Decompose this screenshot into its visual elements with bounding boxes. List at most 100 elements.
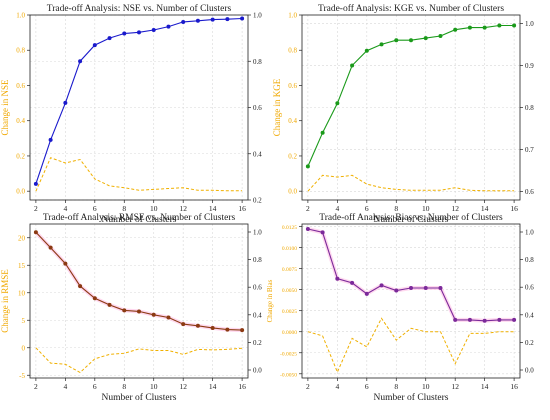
data-point [467,25,472,30]
data-point [92,296,97,301]
data-point [48,137,53,142]
data-point [379,283,384,288]
primary-series-glow [307,227,515,323]
y-tick-label-left: 0.0025 [282,309,297,315]
data-point [497,317,502,322]
y-tick-label-left: -0.0050 [280,372,297,378]
x-tick-label: 2 [306,382,310,391]
secondary-series-line [307,174,515,192]
left-y-ticks: 0.0 0.2 0.4 0.6 0.8 1.0 [16,12,30,196]
x-tick-label: 12 [451,204,459,213]
y-tick-label-right: 0.4 [253,150,262,158]
data-point [453,27,458,32]
data-point [33,230,38,235]
x-axis-label: Number of Clusters [102,214,177,225]
secondary-series-line [35,347,243,374]
y-tick-label-left: -0.0025 [280,351,297,357]
data-point [48,245,53,250]
y-tick-label-right: 0.9 [525,62,534,70]
data-point [394,38,399,43]
right-y-ticks: 0.0 0.2 0.4 0.6 0.8 1.0 [248,229,262,375]
data-point [33,181,38,186]
y-tick-label-left: 0.4 [288,117,297,125]
y-tick-label-left: 0.0 [288,188,297,196]
y-tick-label-right: 0.2 [525,339,534,347]
data-point [210,17,215,22]
data-point [467,317,472,322]
y-tick-label-left: 15 [18,262,26,270]
left-y-ticks: -5 0 5 10 15 20 [18,234,30,380]
x-tick-label: 6 [93,204,97,213]
grid [302,224,520,378]
y-tick-label-right: 0.6 [253,104,262,112]
x-tick-label: 4 [335,382,339,391]
data-point [240,16,245,21]
y-tick-label-left: 0.0100 [282,246,297,252]
x-tick-label: 10 [422,204,430,213]
x-tick-label: 12 [179,382,187,391]
right-y-ticks: 0.0 0.2 0.4 0.6 0.8 1.0 [520,229,534,375]
primary-markers [33,16,245,186]
x-tick-label: 2 [306,204,310,213]
data-point [63,261,68,266]
x-tick-label: 16 [510,204,518,213]
y-tick-label-left: 0.8 [16,47,25,55]
chart-panel-4: Trade-off Analysis: Bias vs. Number of C… [266,212,534,403]
x-tick-label: 4 [63,382,67,391]
y-tick-label-left: 0.4 [16,117,25,125]
data-point [379,42,384,47]
x-tick-label: 8 [122,204,126,213]
y-tick-label-right: 1.0 [525,229,534,237]
y-tick-label-left: 0.0075 [282,267,297,273]
data-point [137,30,141,35]
x-tick-label: 2 [34,204,38,213]
y-tick-label-right: 0.8 [253,58,262,66]
x-tick-label: 12 [451,382,459,391]
primary-series-line [35,17,243,184]
data-point [151,28,156,33]
data-point [364,48,369,53]
x-tick-label: 4 [335,204,339,213]
data-point [151,312,156,317]
data-point [122,31,127,36]
data-point [438,34,443,39]
y-tick-label-right: 1.0 [253,229,262,237]
y-tick-label-right: 0.7 [525,146,534,154]
x-tick-label: 8 [394,382,398,391]
x-axis-label: Number of Clusters [102,392,177,403]
chart-title: Trade-off Analysis: KGE vs. Number of Cl… [318,3,504,14]
x-tick-label: 8 [122,382,126,391]
primary-markers [305,227,517,323]
primary-series-glow [34,230,243,333]
data-point [181,19,186,24]
data-point [305,164,310,169]
x-tick-label: 2 [34,382,38,391]
data-point [195,323,200,328]
x-tick-label: 8 [394,204,398,213]
y-tick-label-left: 0.8 [288,47,297,55]
right-y-ticks: 0.2 0.4 0.6 0.8 1.0 [248,12,262,205]
y-tick-label-right: 0.0 [253,367,262,375]
y-tick-label-right: 0.0 [525,367,534,375]
primary-series-line [307,24,515,167]
primary-markers [305,23,517,169]
data-point [107,302,112,307]
y-tick-label-left: 0.6 [288,82,297,90]
data-point [166,315,171,320]
left-y-ticks: 0.0 0.2 0.4 0.6 0.8 1.0 [288,12,302,196]
y-tick-label-left: 0.0000 [282,330,297,336]
y-tick-label-left: 0.2 [16,152,25,160]
data-point [423,285,428,290]
y-axis-label-left: Change in KGE [272,78,282,136]
data-point [166,24,171,29]
data-point [240,328,245,333]
plot-frame [301,223,521,379]
data-point [409,285,413,290]
data-point [210,325,215,330]
data-point [364,291,369,296]
y-tick-label-left: 1.0 [16,12,25,20]
x-tick-label: 16 [238,382,246,391]
x-tick-label: 4 [63,204,67,213]
chart-title: Trade-off Analysis: NSE vs. Number of Cl… [47,3,232,14]
